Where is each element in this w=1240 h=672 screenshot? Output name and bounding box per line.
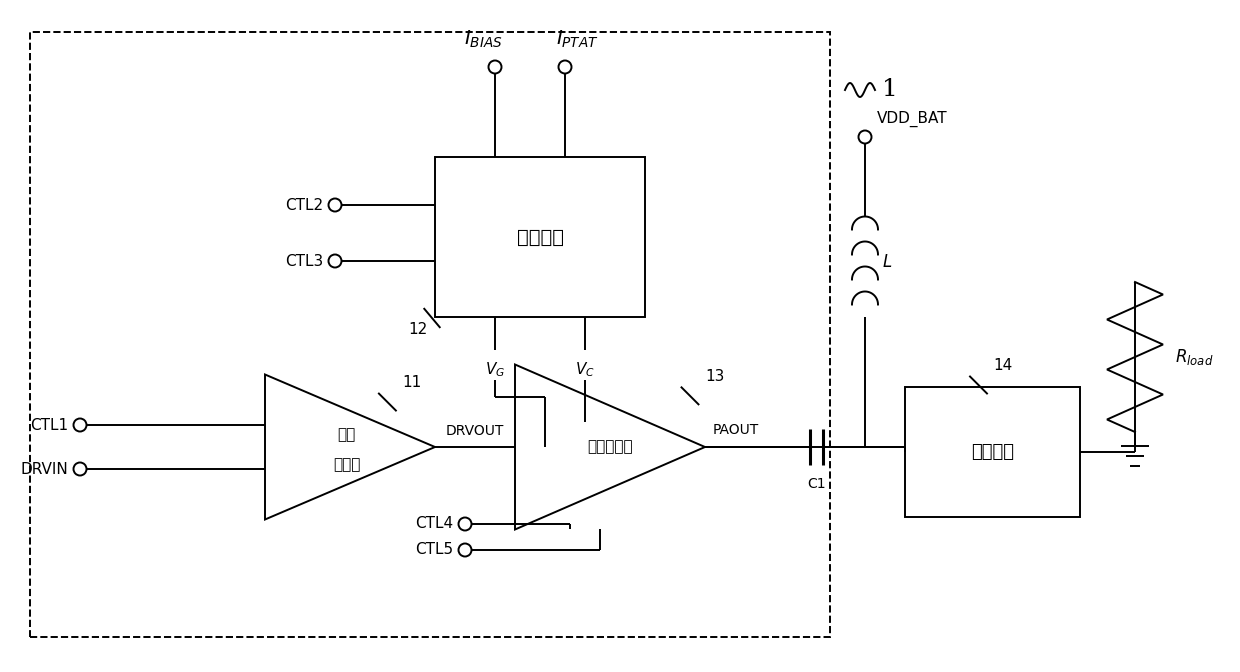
Text: $I_{BIAS}$: $I_{BIAS}$ <box>464 29 502 50</box>
Text: PAOUT: PAOUT <box>713 423 759 437</box>
Circle shape <box>73 462 87 476</box>
Text: 13: 13 <box>706 369 724 384</box>
Text: $I_{PTAT}$: $I_{PTAT}$ <box>556 29 599 50</box>
Circle shape <box>73 419 87 431</box>
Text: 驱动级: 驱动级 <box>332 458 361 472</box>
Text: L: L <box>883 253 893 271</box>
Text: DRVIN: DRVIN <box>20 462 68 476</box>
Text: 12: 12 <box>409 322 428 337</box>
Text: CTL4: CTL4 <box>415 517 453 532</box>
Text: 14: 14 <box>993 358 1013 373</box>
Circle shape <box>459 517 471 530</box>
Circle shape <box>489 60 501 73</box>
Circle shape <box>329 198 341 212</box>
Text: 1: 1 <box>882 79 898 101</box>
Text: $V_G$: $V_G$ <box>485 360 505 379</box>
Text: $V_C$: $V_C$ <box>575 360 595 379</box>
Text: 匹配网络: 匹配网络 <box>971 443 1014 461</box>
Text: CTL5: CTL5 <box>415 542 453 558</box>
Text: CTL1: CTL1 <box>30 417 68 433</box>
Circle shape <box>329 255 341 267</box>
Circle shape <box>558 60 572 73</box>
Text: VDD_BAT: VDD_BAT <box>877 111 947 127</box>
Circle shape <box>858 130 872 144</box>
Text: 可控放大级: 可控放大级 <box>588 439 632 454</box>
Text: DRVOUT: DRVOUT <box>446 424 505 438</box>
Circle shape <box>459 544 471 556</box>
Text: $R_{load}$: $R_{load}$ <box>1176 347 1214 367</box>
Text: C1: C1 <box>807 477 826 491</box>
Bar <box>905 387 1080 517</box>
Bar <box>30 32 830 637</box>
Text: CTL2: CTL2 <box>285 198 322 212</box>
Text: 级联: 级联 <box>337 427 356 442</box>
Text: 偏置电路: 偏置电路 <box>517 228 563 247</box>
Text: CTL3: CTL3 <box>285 253 322 269</box>
Bar <box>435 157 645 317</box>
Text: 11: 11 <box>403 375 422 390</box>
